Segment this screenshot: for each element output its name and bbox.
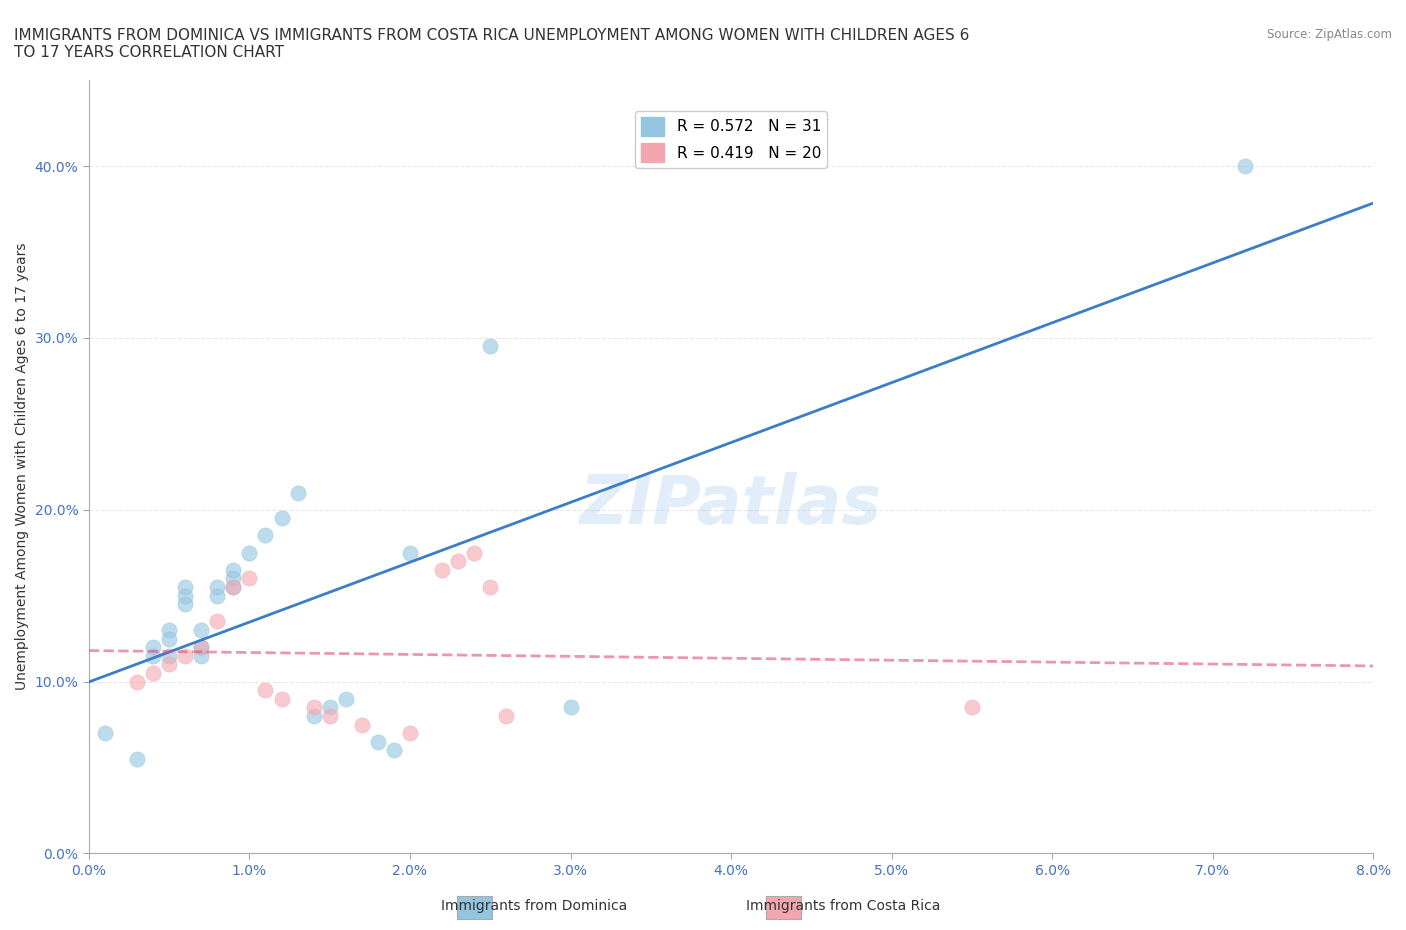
Point: [270, 691, 292, 706]
Point: [125, 751, 148, 766]
Point: [190, 640, 212, 655]
Point: [270, 511, 292, 525]
Point: [142, 666, 165, 681]
Point: [382, 743, 405, 758]
Point: [254, 528, 277, 543]
Text: Source: ZipAtlas.com: Source: ZipAtlas.com: [1267, 28, 1392, 41]
Point: [222, 571, 245, 586]
Text: Immigrants from Costa Rica: Immigrants from Costa Rica: [747, 898, 941, 912]
Point: [367, 735, 389, 750]
Point: [430, 563, 453, 578]
Point: [94, 725, 117, 740]
Point: [157, 648, 180, 663]
Point: [319, 709, 342, 724]
Point: [302, 700, 325, 715]
Point: [560, 700, 582, 715]
Point: [207, 588, 229, 603]
Point: [479, 579, 502, 594]
Point: [174, 579, 197, 594]
Point: [479, 339, 502, 354]
Point: [190, 648, 212, 663]
Point: [222, 579, 245, 594]
Point: [287, 485, 309, 500]
Point: [399, 725, 422, 740]
Point: [157, 657, 180, 671]
Point: [174, 588, 197, 603]
Point: [238, 571, 260, 586]
Text: Immigrants from Dominica: Immigrants from Dominica: [441, 898, 627, 912]
Point: [222, 579, 245, 594]
Point: [335, 691, 357, 706]
Point: [960, 700, 983, 715]
Point: [350, 717, 373, 732]
Text: IMMIGRANTS FROM DOMINICA VS IMMIGRANTS FROM COSTA RICA UNEMPLOYMENT AMONG WOMEN : IMMIGRANTS FROM DOMINICA VS IMMIGRANTS F…: [14, 28, 969, 60]
Point: [207, 579, 229, 594]
Legend: R = 0.572   N = 31, R = 0.419   N = 20: R = 0.572 N = 31, R = 0.419 N = 20: [636, 111, 827, 168]
Y-axis label: Unemployment Among Women with Children Ages 6 to 17 years: Unemployment Among Women with Children A…: [15, 243, 30, 690]
Point: [238, 545, 260, 560]
Point: [222, 563, 245, 578]
Point: [1233, 159, 1256, 174]
Point: [463, 545, 485, 560]
Point: [190, 640, 212, 655]
Point: [495, 709, 517, 724]
Point: [447, 553, 470, 568]
Point: [207, 614, 229, 629]
Point: [254, 683, 277, 698]
Point: [157, 631, 180, 646]
Point: [302, 709, 325, 724]
Point: [157, 622, 180, 637]
Point: [190, 622, 212, 637]
Point: [174, 597, 197, 612]
Point: [319, 700, 342, 715]
Point: [142, 648, 165, 663]
Point: [399, 545, 422, 560]
Text: ZIPatlas: ZIPatlas: [581, 472, 882, 538]
Point: [142, 640, 165, 655]
Point: [174, 648, 197, 663]
Point: [125, 674, 148, 689]
